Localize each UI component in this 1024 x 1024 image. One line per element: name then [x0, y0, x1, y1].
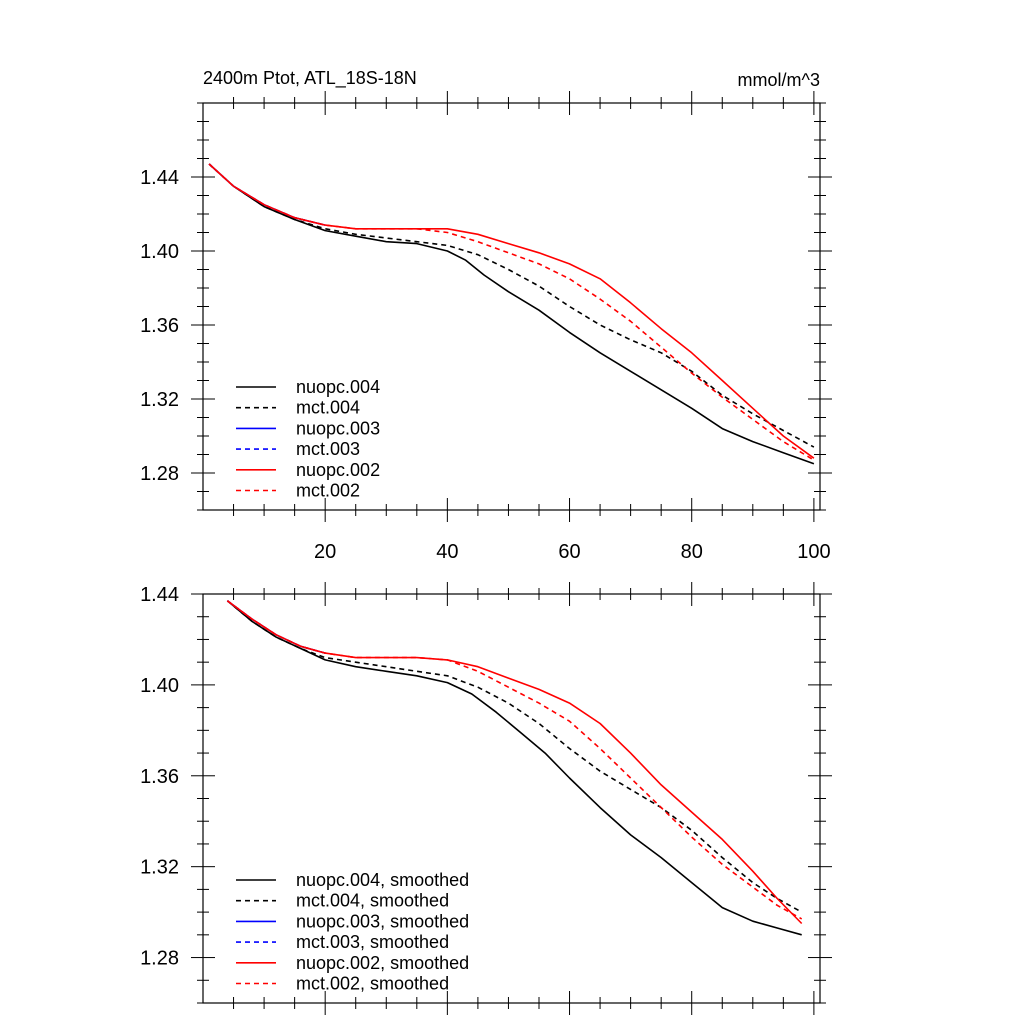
legend-label: mct.003, smoothed	[296, 932, 449, 952]
y-tick-label: 1.40	[140, 675, 179, 697]
series-line-nuopc-004-smoothed	[226, 600, 802, 936]
y-tick-label: 1.44	[140, 167, 179, 189]
legend-label: mct.002	[296, 481, 360, 501]
legend-label: nuopc.002, smoothed	[296, 953, 469, 973]
top-panel: 2400m Ptot, ATL_18S-18N mmol/m^3 1.28 1.3…	[140, 68, 832, 563]
top-chart-units: mmol/m^3	[738, 70, 820, 90]
y-tick-label: 1.32	[140, 857, 179, 879]
x-tick-label: 60	[558, 541, 580, 563]
y-tick-label: 1.32	[140, 389, 179, 411]
series-line-mct-004	[208, 163, 815, 448]
x-tick-label: 20	[314, 541, 336, 563]
legend-label: nuopc.003, smoothed	[296, 911, 469, 931]
legend-label: mct.004	[296, 398, 360, 418]
legend-label: nuopc.004, smoothed	[296, 870, 469, 890]
series-line-mct-003-smoothed	[226, 600, 326, 654]
series-line-mct-002	[208, 163, 815, 461]
series-line-nuopc-003	[208, 163, 326, 226]
series-line-nuopc-003-smoothed	[226, 600, 326, 654]
top-chart-title: 2400m Ptot, ATL_18S-18N	[203, 68, 417, 89]
y-tick-label: 1.40	[140, 241, 179, 263]
x-tick-label: 40	[436, 541, 458, 563]
legend-label: mct.004, smoothed	[296, 891, 449, 911]
y-tick-label: 1.36	[140, 766, 179, 788]
y-tick-label: 1.28	[140, 463, 179, 485]
legend-label: nuopc.004	[296, 377, 380, 397]
y-tick-label: 1.44	[140, 584, 179, 606]
series-line-nuopc-002-smoothed	[226, 600, 803, 925]
series-line-mct-002-smoothed	[226, 600, 803, 920]
legend-label: nuopc.003	[296, 418, 380, 438]
x-tick-label: 80	[681, 541, 703, 563]
series-line-nuopc-004	[208, 163, 815, 465]
series-line-mct-004-smoothed	[226, 600, 803, 913]
legend-label: mct.003	[296, 439, 360, 459]
x-tick-label: 100	[797, 541, 830, 563]
series-line-mct-003	[208, 163, 326, 226]
y-tick-label: 1.36	[140, 315, 179, 337]
legend-label: nuopc.002	[296, 460, 380, 480]
legend-label: mct.002, smoothed	[296, 974, 449, 994]
y-tick-label: 1.28	[140, 948, 179, 970]
